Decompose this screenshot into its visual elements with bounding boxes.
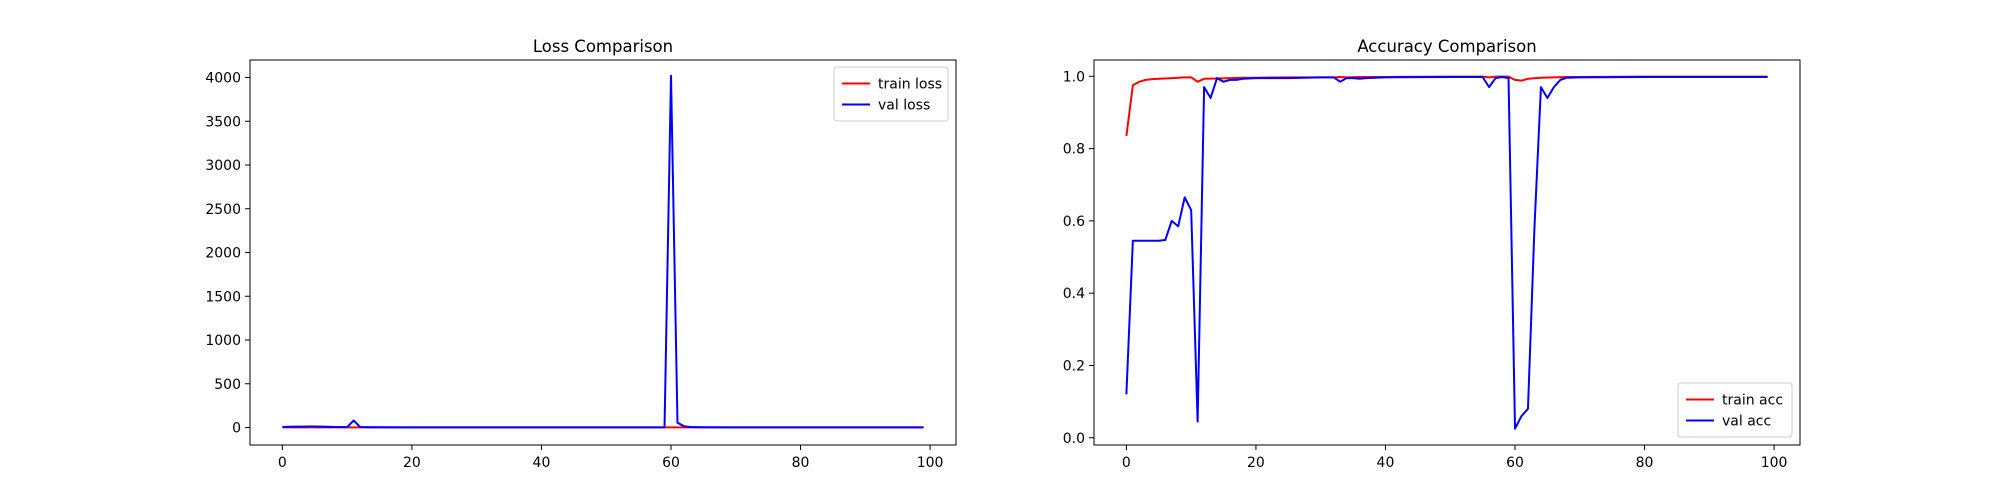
- loss-y-tick-label-5: 2500: [205, 202, 241, 218]
- accuracy-chart-title: Accuracy Comparison: [1357, 37, 1536, 56]
- loss-y-tick-label-8: 4000: [205, 71, 241, 87]
- accuracy-y-tick-label-4: 0.8: [1063, 142, 1085, 158]
- accuracy-x-tick-label-3: 60: [1506, 455, 1524, 471]
- accuracy-legend-label-0: train acc: [1722, 393, 1783, 409]
- accuracy-legend-box: [1677, 382, 1793, 438]
- loss-chart-legend: train loss val loss: [833, 66, 949, 122]
- loss-chart: Loss Comparison 0 20 40 60 80 100050010001500…: [205, 37, 957, 472]
- loss-legend-box: [833, 66, 949, 122]
- loss-x-tick-label-2: 40: [533, 455, 551, 471]
- loss-y-tick-label-3: 1500: [205, 289, 241, 305]
- loss-chart-ticks: 0 20 40 60 80 1000500100015002000250030003500…: [205, 71, 943, 472]
- loss-chart-frame: [249, 59, 957, 446]
- accuracy-series-line-0: [1125, 75, 1768, 137]
- accuracy-y-tick-label-0: 0.0: [1063, 431, 1085, 447]
- accuracy-x-tick-label-0: 0: [1122, 455, 1131, 471]
- accuracy-x-tick-label-4: 80: [1636, 455, 1654, 471]
- loss-chart-series: [282, 74, 924, 429]
- accuracy-x-tick-label-5: 100: [1761, 455, 1788, 471]
- loss-x-tick-label-1: 20: [403, 455, 421, 471]
- accuracy-chart-frame: [1093, 59, 1801, 446]
- loss-x-tick-label-4: 80: [792, 455, 810, 471]
- loss-x-tick-label-3: 60: [662, 455, 680, 471]
- accuracy-series-line-1: [1125, 75, 1768, 430]
- loss-y-tick-label-6: 3000: [205, 158, 241, 174]
- loss-chart-title: Loss Comparison: [533, 37, 673, 56]
- accuracy-y-tick-label-5: 1.0: [1063, 69, 1085, 85]
- loss-y-tick-label-4: 2000: [205, 246, 241, 262]
- loss-x-tick-label-0: 0: [278, 455, 287, 471]
- loss-y-tick-label-1: 500: [214, 377, 241, 393]
- accuracy-x-tick-label-1: 20: [1247, 455, 1265, 471]
- loss-y-tick-label-2: 1000: [205, 333, 241, 349]
- loss-series-line-1: [282, 74, 924, 429]
- loss-y-tick-label-7: 3500: [205, 114, 241, 130]
- accuracy-chart-series: [1125, 75, 1768, 430]
- accuracy-chart-ticks: 0 20 40 60 80 100 0.0 0.2 0.4 0.6 0.8 1.0: [1063, 69, 1788, 471]
- accuracy-x-tick-label-2: 40: [1377, 455, 1395, 471]
- loss-legend-label-0: train loss: [878, 77, 942, 93]
- accuracy-y-tick-label-1: 0.2: [1063, 358, 1085, 374]
- accuracy-legend-label-1: val acc: [1722, 414, 1771, 430]
- loss-x-tick-label-5: 100: [917, 455, 944, 471]
- accuracy-chart-legend: train acc val acc: [1677, 382, 1793, 438]
- accuracy-y-tick-label-3: 0.6: [1063, 214, 1085, 230]
- accuracy-y-tick-label-2: 0.4: [1063, 286, 1085, 302]
- loss-y-tick-label-0: 0: [232, 421, 241, 437]
- loss-legend-label-1: val loss: [878, 98, 930, 114]
- accuracy-chart: Accuracy Comparison 0 20 40 60 80 100 0.0 0.2 0.…: [1063, 37, 1801, 471]
